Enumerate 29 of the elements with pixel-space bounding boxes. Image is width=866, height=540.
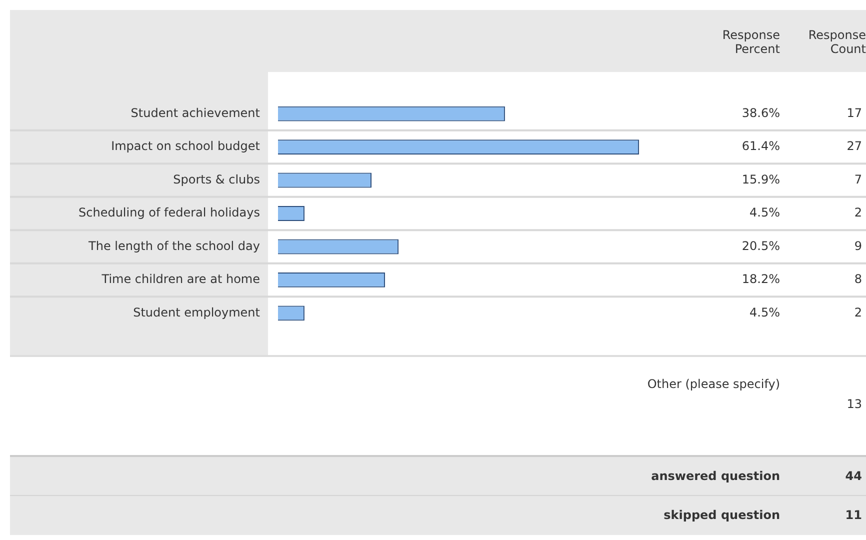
y-tick-label: Impact on school budget [111,139,260,154]
annotation: 27 [846,139,862,154]
text: 11 [845,508,862,522]
data-label: 4.5% [750,206,780,220]
text: skipped question [664,508,780,522]
data-label: 18.2% [742,272,780,286]
y-tick-label: Time children are at home [100,272,260,286]
data-label: 38.6% [742,106,780,120]
text: Other (please specify) [647,377,780,391]
annotation: 8 [854,272,862,286]
text: Response Count [807,28,866,56]
text: 44 [845,469,862,483]
y-tick-label: The length of the school day [88,238,260,253]
text: Response Percent [721,28,780,56]
annotation: 9 [854,238,862,253]
data-label: 20.5% [742,238,780,253]
text: 13 [846,397,862,411]
annotation: 17 [846,106,862,120]
data-label: 61.4% [742,139,780,154]
data-label: 4.5% [750,305,780,320]
annotation: 7 [854,172,862,186]
y-tick-label: Scheduling of federal holidays [78,206,260,220]
y-tick-label: Student achievement [130,106,260,120]
data-label: 15.9% [742,172,780,186]
annotation: 2 [854,206,862,220]
annotation: 2 [854,305,862,320]
y-tick-label: Student employment [133,305,260,320]
y-tick-label: Sports & clubs [173,172,260,186]
text: answered question [651,469,780,483]
